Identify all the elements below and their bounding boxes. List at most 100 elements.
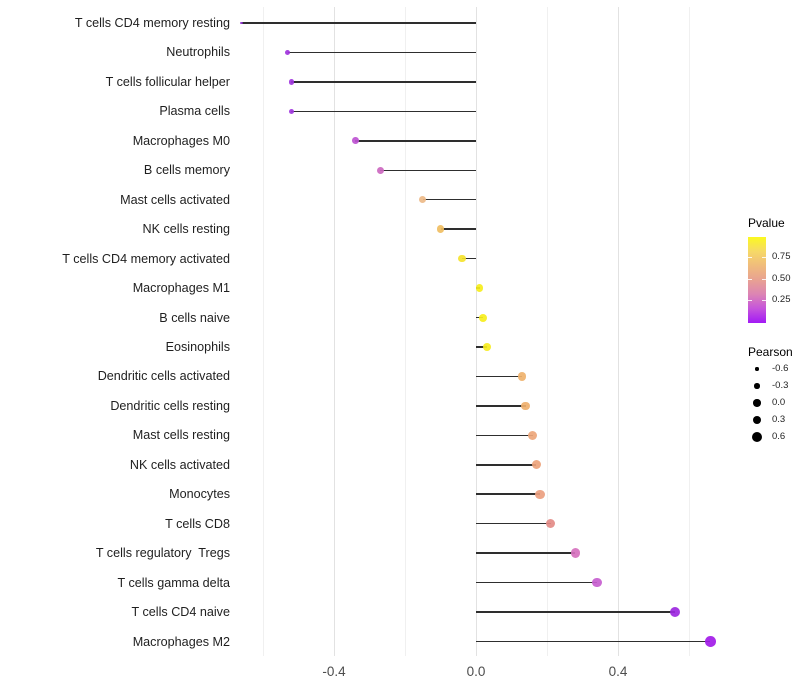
plot-panel — [238, 7, 720, 656]
data-point — [545, 519, 556, 529]
y-axis-label: T cells regulatory Tregs — [95, 546, 230, 561]
y-axis-label: T cells CD8 — [165, 516, 230, 531]
pearson-size-label: 0.0 — [772, 397, 786, 408]
y-axis-label: T cells CD4 memory activated — [62, 251, 230, 266]
lollipop-stick — [476, 493, 540, 495]
pearson-size-dot — [752, 432, 762, 442]
pvalue-gradient-bar — [748, 237, 766, 323]
data-point — [517, 372, 527, 381]
data-point — [288, 108, 295, 114]
lollipop-stick — [476, 346, 487, 348]
data-point — [535, 489, 545, 499]
lollipop-stick — [476, 405, 526, 407]
y-axis-label: Plasma cells — [159, 104, 230, 119]
y-axis-label: Mast cells activated — [120, 192, 230, 207]
lollipop-stick — [287, 51, 476, 54]
pvalue-tick-mark — [762, 257, 766, 258]
y-axis-label: Monocytes — [169, 487, 230, 502]
data-point — [528, 430, 538, 440]
legend-pearson: Pearson -0.6 -0.3 0.0 0.3 0.6 — [748, 345, 800, 442]
data-point — [419, 196, 427, 204]
y-axis-label: Eosinophils — [165, 339, 230, 354]
lollipop-stick — [476, 434, 533, 437]
pearson-size-dot — [755, 367, 759, 371]
pearson-size-dot — [754, 383, 760, 389]
y-axis-label: Dendritic cells resting — [110, 398, 230, 413]
y-axis-label: T cells follicular helper — [105, 74, 230, 89]
gridline-x--0.6 — [263, 7, 264, 656]
data-point — [570, 548, 581, 558]
pearson-size-label: 0.6 — [772, 431, 786, 442]
pvalue-tick-label: 0.25 — [772, 294, 791, 305]
lollipop-stick — [422, 198, 476, 201]
pearson-size-label: 0.3 — [772, 414, 786, 425]
pearson-size-label: -0.3 — [772, 380, 789, 391]
pvalue-tick-label: 0.50 — [772, 272, 791, 284]
data-point — [240, 21, 243, 25]
y-axis-label: Macrophages M1 — [132, 281, 230, 296]
y-axis-label: Macrophages M2 — [132, 634, 230, 649]
data-point — [376, 166, 384, 174]
data-point — [285, 49, 291, 55]
y-axis-label: Mast cells resting — [132, 428, 230, 443]
lollipop-stick — [476, 375, 523, 378]
pvalue-tick-mark — [748, 300, 752, 301]
y-axis-label: Macrophages M0 — [132, 133, 230, 148]
lollipop-stick — [476, 552, 576, 554]
y-axis-label: T cells CD4 memory resting — [74, 16, 230, 30]
pearson-size-label: -0.6 — [772, 363, 789, 374]
gridline-x--0.2 — [405, 7, 406, 656]
lollipop-stick — [440, 228, 476, 230]
y-axis-label: NK cells activated — [129, 457, 230, 472]
lollipop-stick — [291, 81, 476, 83]
data-point — [591, 577, 602, 588]
x-tick-label: 0.0 — [466, 664, 486, 679]
lollipop-stick — [355, 140, 476, 142]
y-axis-label: Neutrophils — [166, 45, 230, 60]
data-point — [288, 79, 295, 85]
y-axis-label: T cells CD4 naive — [131, 605, 230, 620]
gridline-x-0.2 — [547, 7, 548, 656]
lollipop-stick — [476, 640, 711, 643]
y-axis-label: T cells gamma delta — [117, 575, 230, 590]
lollipop-stick — [380, 169, 476, 171]
gridline-x-0.4 — [618, 7, 619, 656]
lollipop-stick — [461, 257, 476, 260]
legend-pvalue-title: Pvalue — [748, 216, 785, 230]
gridline-x-0.6 — [689, 7, 690, 656]
data-point — [482, 342, 491, 352]
lollipop-stick — [476, 464, 537, 466]
y-axis-label: Dendritic cells activated — [97, 369, 230, 384]
pvalue-tick-mark — [748, 257, 752, 258]
lollipop-stick — [476, 611, 675, 613]
data-point — [475, 284, 484, 292]
gridline-x-0 — [476, 7, 477, 656]
legend-pvalue: Pvalue 0.75 0.50 0.25 — [748, 216, 800, 323]
pvalue-tick-label: 0.75 — [772, 251, 791, 262]
lollipop-stick — [241, 22, 476, 24]
data-point — [457, 254, 466, 263]
lollipop-stick — [476, 522, 551, 525]
gridline-x--0.4 — [334, 7, 335, 656]
pvalue-tick-mark — [748, 278, 752, 280]
data-point — [704, 636, 716, 647]
data-point — [479, 313, 488, 322]
pearson-size-dot — [752, 415, 762, 425]
y-axis-labels: T cells CD4 memory resting Neutrophils T c… — [0, 0, 230, 660]
y-axis-label: NK cells resting — [142, 222, 231, 237]
data-point — [436, 225, 445, 233]
y-axis-label: B cells naive — [159, 310, 230, 325]
data-point — [669, 606, 680, 618]
legend-pearson-title: Pearson — [748, 345, 793, 359]
pearson-size-dot — [753, 399, 761, 407]
data-point — [531, 460, 541, 470]
y-axis-label: B cells memory — [143, 163, 230, 178]
pvalue-tick-mark — [762, 300, 766, 301]
data-point — [351, 137, 359, 145]
x-tick-label: -0.4 — [322, 664, 346, 679]
x-tick-label: 0.4 — [608, 664, 628, 679]
lollipop-stick — [476, 581, 597, 584]
data-point — [521, 401, 531, 411]
lollipop-stick — [291, 110, 476, 113]
